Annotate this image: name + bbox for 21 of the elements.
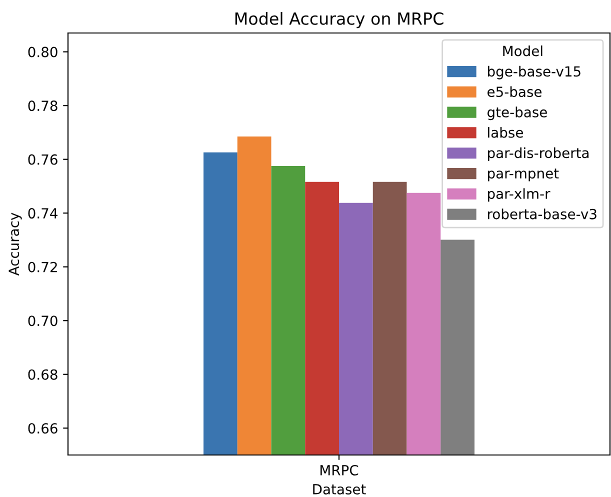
- y-tick-label: 0.68: [28, 369, 58, 380]
- legend-label: par-xlm-r: [488, 188, 550, 202]
- legend-label: e5-base: [488, 86, 542, 98]
- y-tick-label: 0.74: [28, 208, 58, 219]
- y-tick-label: 0.66: [28, 423, 58, 434]
- legend-label: par-dis-roberta: [488, 147, 588, 161]
- x-axis-title: Dataset: [313, 484, 366, 494]
- y-tick-label: 0.76: [28, 154, 58, 165]
- x-tick-label: MRPC: [320, 464, 358, 476]
- y-axis-title: Accuracy: [8, 212, 22, 276]
- legend-label: roberta-base-v3: [488, 208, 596, 220]
- legend-label: gte-base: [488, 106, 547, 120]
- legend-title: Model: [503, 46, 542, 56]
- chart-title: Model Accuracy on MRPC: [235, 12, 444, 28]
- y-tick-label: 0.78: [28, 100, 58, 112]
- y-tick-label: 0.70: [28, 316, 58, 326]
- legend-label: bge-base-v15: [488, 66, 580, 80]
- legend-label: labse: [488, 127, 523, 138]
- y-tick-label: 0.72: [28, 262, 57, 272]
- legend-label: par-mpnet: [488, 168, 559, 182]
- y-tick-label: 0.80: [28, 46, 58, 58]
